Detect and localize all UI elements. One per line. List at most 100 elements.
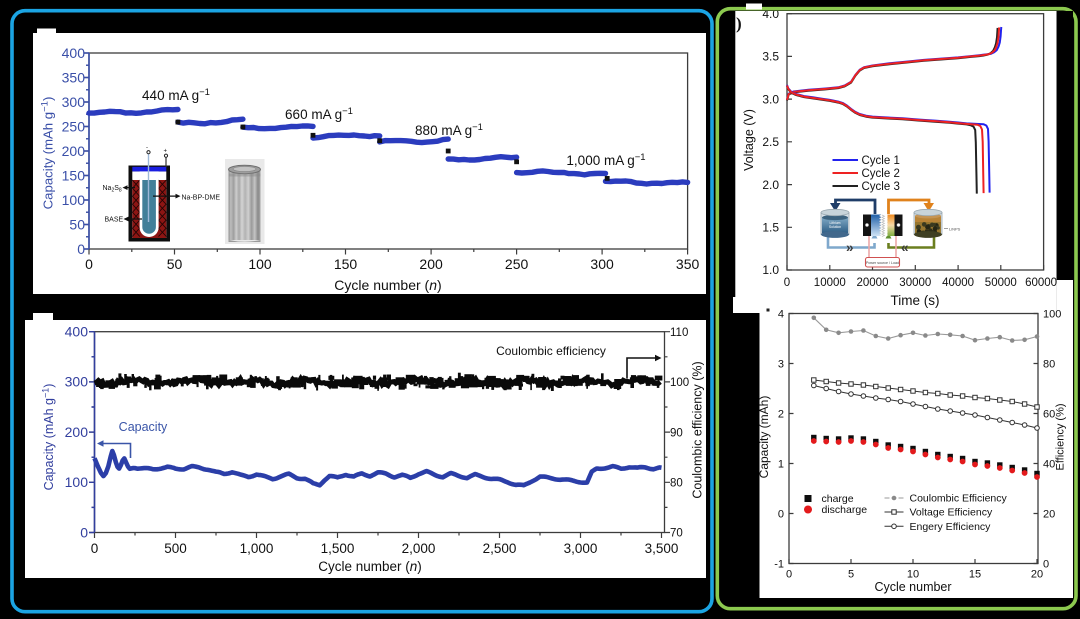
svg-text:1,000: 1,000 bbox=[240, 541, 274, 556]
svg-text:Cycle number (n): Cycle number (n) bbox=[334, 277, 441, 293]
svg-text:90: 90 bbox=[670, 427, 683, 439]
svg-text:80: 80 bbox=[1043, 358, 1055, 370]
svg-text:0: 0 bbox=[778, 508, 784, 520]
svg-text:2.5: 2.5 bbox=[762, 135, 779, 149]
svg-text:Capacity (mAh): Capacity (mAh) bbox=[757, 396, 771, 479]
svg-text:660 mA g−1: 660 mA g−1 bbox=[285, 106, 353, 122]
svg-text:1,000 mA g−1: 1,000 mA g−1 bbox=[566, 152, 645, 168]
svg-text:3: 3 bbox=[778, 358, 784, 370]
svg-text:15: 15 bbox=[969, 569, 981, 581]
svg-text:LiNPS: LiNPS bbox=[949, 227, 961, 232]
svg-text:400: 400 bbox=[62, 45, 86, 61]
svg-text:150: 150 bbox=[62, 167, 86, 183]
svg-text:3,000: 3,000 bbox=[564, 541, 598, 556]
svg-text:Power source / Load: Power source / Load bbox=[866, 261, 899, 265]
svg-text:): ) bbox=[736, 14, 742, 33]
svg-text:-1: -1 bbox=[774, 558, 784, 570]
svg-text:Coulombic efficiency: Coulombic efficiency bbox=[496, 344, 606, 358]
svg-text:Engery Efficiency: Engery Efficiency bbox=[910, 521, 992, 533]
svg-text:100: 100 bbox=[62, 192, 86, 208]
svg-text:10: 10 bbox=[907, 569, 919, 581]
svg-text:30000: 30000 bbox=[899, 277, 931, 289]
svg-text:880 mA g−1: 880 mA g−1 bbox=[415, 122, 483, 138]
svg-text:-: - bbox=[146, 145, 148, 151]
svg-text:300: 300 bbox=[65, 374, 89, 390]
svg-text:Coulombic efficiency (%): Coulombic efficiency (%) bbox=[691, 361, 705, 498]
svg-text:50000: 50000 bbox=[985, 277, 1017, 289]
svg-text:Efficiency (%): Efficiency (%) bbox=[1055, 403, 1067, 470]
svg-text:70: 70 bbox=[670, 528, 683, 540]
svg-text:110: 110 bbox=[670, 327, 688, 339]
svg-text:2.0: 2.0 bbox=[762, 178, 779, 192]
svg-text:40: 40 bbox=[1043, 458, 1055, 470]
svg-text:Capacity (mAh g−1): Capacity (mAh g−1) bbox=[41, 384, 57, 491]
svg-text:60000: 60000 bbox=[1025, 277, 1057, 289]
svg-text:5: 5 bbox=[848, 569, 854, 581]
svg-text:300: 300 bbox=[62, 94, 86, 110]
svg-text:Na2S8: Na2S8 bbox=[103, 185, 122, 194]
svg-text:discharge: discharge bbox=[822, 504, 868, 516]
svg-text:100: 100 bbox=[65, 474, 89, 490]
svg-text:4.0: 4.0 bbox=[762, 7, 779, 21]
svg-text:2,500: 2,500 bbox=[483, 541, 517, 556]
svg-text:Voltage Efficiency: Voltage Efficiency bbox=[910, 507, 993, 519]
svg-text:BASE: BASE bbox=[105, 217, 124, 224]
svg-text:1.0: 1.0 bbox=[762, 263, 779, 277]
svg-text:100: 100 bbox=[1043, 308, 1061, 320]
svg-text:4: 4 bbox=[778, 308, 784, 320]
svg-text:200: 200 bbox=[62, 143, 86, 159]
svg-text:Cycle number (n): Cycle number (n) bbox=[318, 559, 422, 574]
svg-text:20: 20 bbox=[1031, 569, 1043, 581]
svg-text:0: 0 bbox=[91, 541, 99, 556]
svg-text:100: 100 bbox=[670, 377, 689, 389]
svg-text:0: 0 bbox=[786, 569, 792, 581]
svg-text:Na-BP-DME: Na-BP-DME bbox=[182, 194, 221, 201]
svg-text:0: 0 bbox=[80, 524, 88, 540]
svg-text:440 mA g−1: 440 mA g−1 bbox=[142, 87, 210, 103]
svg-text:3.0: 3.0 bbox=[762, 92, 779, 106]
svg-text:50: 50 bbox=[69, 216, 85, 232]
svg-text:0: 0 bbox=[85, 256, 93, 272]
svg-text:Capacity: Capacity bbox=[119, 420, 168, 434]
svg-text:»: » bbox=[846, 240, 854, 255]
svg-text:Cycle 1: Cycle 1 bbox=[862, 155, 900, 167]
svg-text:Voltage (V): Voltage (V) bbox=[742, 109, 756, 171]
svg-text:1.5: 1.5 bbox=[762, 221, 779, 235]
svg-text:80: 80 bbox=[670, 478, 683, 490]
svg-text:60: 60 bbox=[1043, 408, 1055, 420]
svg-text:charge: charge bbox=[822, 493, 854, 505]
svg-text:Lithium: Lithium bbox=[830, 221, 841, 225]
svg-text:400: 400 bbox=[65, 324, 89, 340]
svg-text:Solution: Solution bbox=[829, 225, 841, 229]
svg-text:Cycle number: Cycle number bbox=[874, 580, 951, 594]
svg-text:200: 200 bbox=[65, 424, 89, 440]
svg-text:«: « bbox=[901, 240, 909, 255]
svg-text:250: 250 bbox=[62, 118, 86, 134]
svg-text:Coulombic Efficiency: Coulombic Efficiency bbox=[910, 493, 1008, 505]
svg-text:100: 100 bbox=[248, 256, 272, 272]
svg-text:50: 50 bbox=[167, 256, 183, 272]
svg-text:Cycle 3: Cycle 3 bbox=[862, 181, 900, 193]
svg-text:20000: 20000 bbox=[857, 277, 889, 289]
svg-text:1,500: 1,500 bbox=[321, 541, 355, 556]
svg-text:0: 0 bbox=[77, 241, 85, 257]
svg-text:1: 1 bbox=[778, 458, 784, 470]
svg-text:+: + bbox=[164, 149, 168, 155]
svg-text:3,500: 3,500 bbox=[645, 541, 679, 556]
svg-text:Cycle 2: Cycle 2 bbox=[862, 168, 900, 180]
svg-text:Time (s): Time (s) bbox=[891, 293, 940, 308]
svg-text:300: 300 bbox=[590, 256, 614, 272]
svg-text:3.5: 3.5 bbox=[762, 50, 779, 64]
svg-text:0: 0 bbox=[784, 277, 790, 289]
svg-text:Capacity (mAh g−1): Capacity (mAh g−1) bbox=[40, 97, 56, 210]
svg-text:2,000: 2,000 bbox=[402, 541, 436, 556]
svg-text:250: 250 bbox=[505, 256, 529, 272]
svg-text:200: 200 bbox=[419, 256, 443, 272]
svg-text:40000: 40000 bbox=[942, 277, 974, 289]
svg-text:150: 150 bbox=[334, 256, 358, 272]
svg-text:2: 2 bbox=[778, 408, 784, 420]
svg-text:350: 350 bbox=[62, 69, 86, 85]
svg-text:10000: 10000 bbox=[814, 277, 846, 289]
svg-text:0: 0 bbox=[1043, 558, 1049, 570]
svg-text:350: 350 bbox=[676, 256, 700, 272]
